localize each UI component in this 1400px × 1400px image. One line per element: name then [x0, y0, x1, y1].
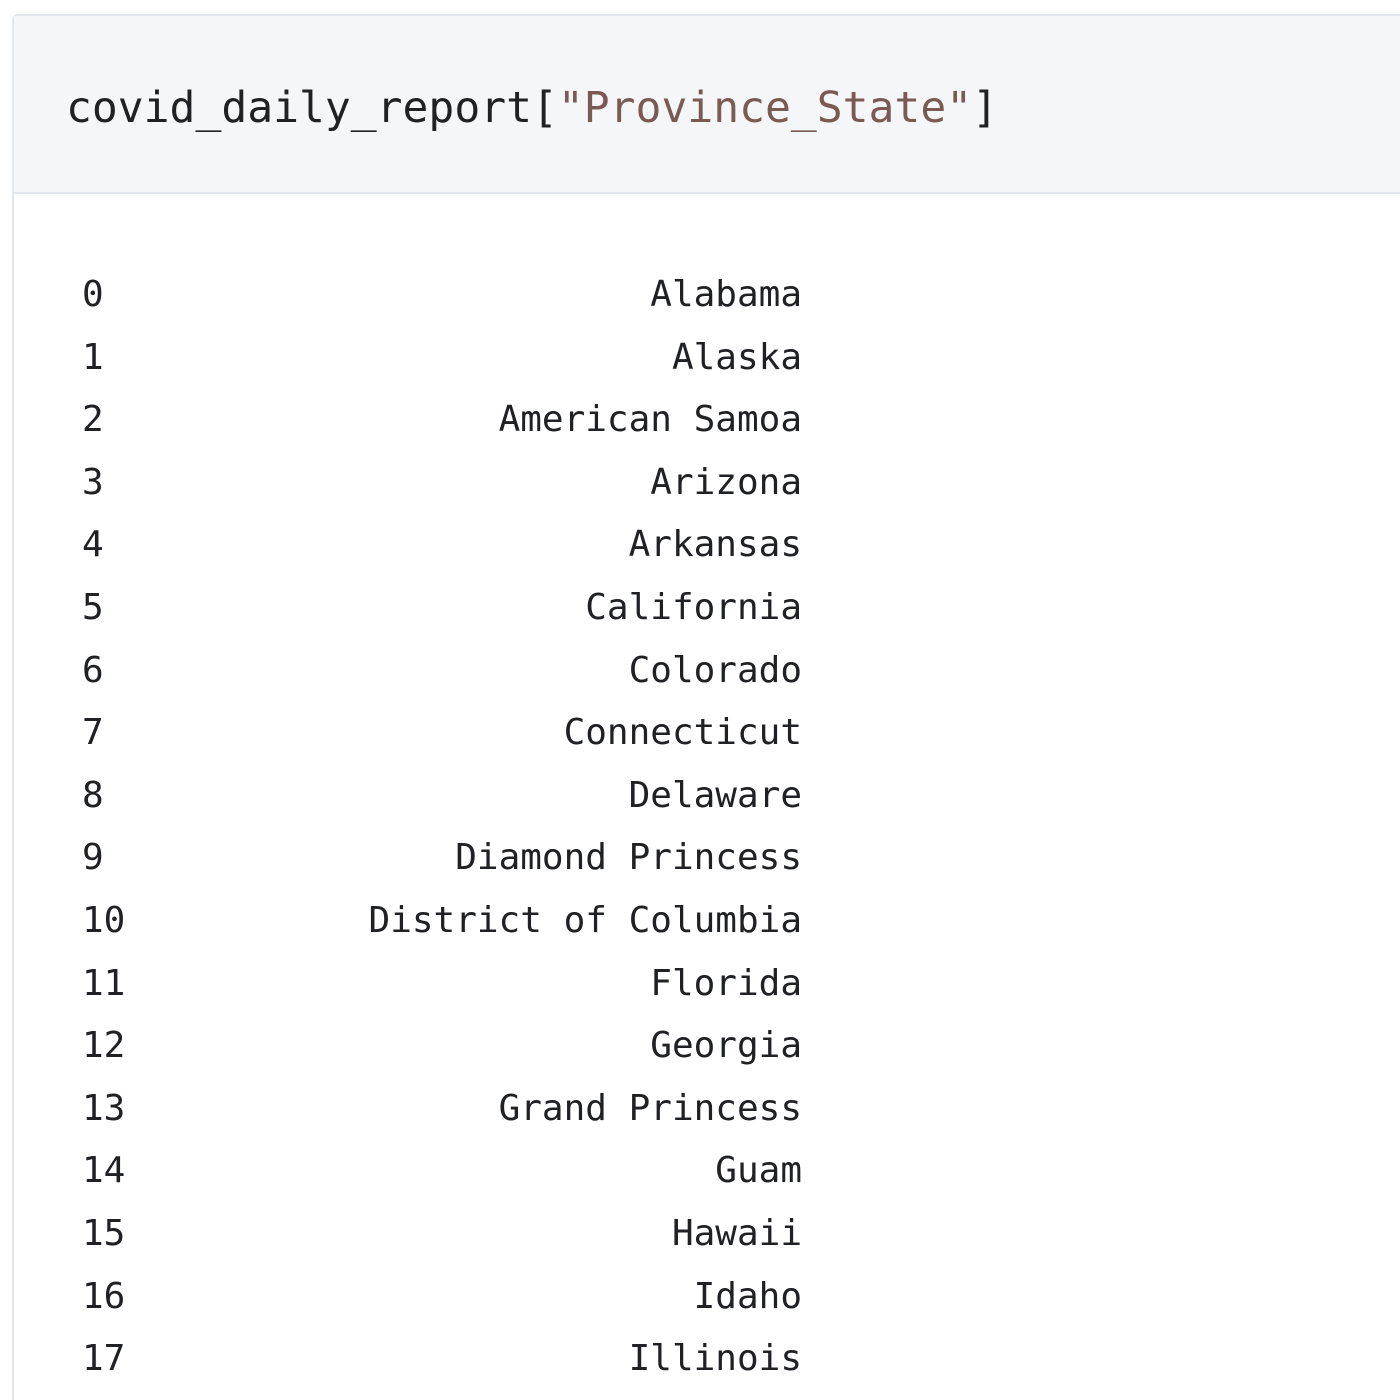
series-index: 15	[82, 1212, 126, 1254]
series-row: 13 Grand Princess	[82, 1078, 802, 1141]
code-line[interactable]: covid_daily_report["Province_State"]	[66, 82, 998, 134]
series-index: 12	[82, 1025, 126, 1067]
series-index: 17	[82, 1338, 126, 1380]
series-row: 16 Idaho	[82, 1266, 802, 1329]
series-index: 1	[82, 336, 104, 378]
series-index: 6	[82, 649, 104, 691]
code-close-bracket: ]	[972, 83, 998, 133]
series-value: Delaware	[628, 774, 802, 816]
series-value: Diamond Princess	[455, 837, 802, 879]
series-row: 0 Alabama	[82, 264, 802, 327]
series-row: 11 Florida	[82, 953, 802, 1016]
series-index: 5	[82, 586, 104, 628]
series-index: 3	[82, 461, 104, 503]
series-value: Connecticut	[563, 712, 802, 754]
series-value: Alaska	[671, 336, 802, 378]
series-index: 2	[82, 399, 104, 441]
series-value: Arizona	[650, 461, 802, 503]
series-value: Alabama	[650, 274, 802, 315]
code-input-area[interactable]: covid_daily_report["Province_State"]	[14, 16, 1400, 194]
series-value: Georgia	[650, 1025, 802, 1067]
series-value: Florida	[650, 962, 802, 1004]
series-index: 8	[82, 774, 104, 816]
series-row: 9 Diamond Princess	[82, 827, 802, 890]
series-value: District of Columbia	[368, 899, 802, 941]
code-variable: covid_daily_report	[66, 83, 532, 133]
series-output: 0 Alabama 1 Alaska 2 American Samoa 3 Arizona 4 A…	[82, 264, 802, 1391]
series-row: 4 Arkansas	[82, 514, 802, 577]
series-row: 1 Alaska	[82, 327, 802, 390]
series-value: Illinois	[628, 1338, 802, 1380]
series-value: Hawaii	[671, 1212, 802, 1254]
notebook-cell: covid_daily_report["Province_State"] 0 Al…	[12, 14, 1400, 1400]
series-row: 14 Guam	[82, 1140, 802, 1203]
series-index: 10	[82, 899, 126, 941]
series-index: 4	[82, 524, 104, 566]
series-index: 9	[82, 837, 104, 879]
code-string-literal: "Province_State"	[557, 83, 973, 133]
series-value: Grand Princess	[498, 1087, 802, 1129]
series-row: 3 Arizona	[82, 452, 802, 515]
series-value: Guam	[715, 1150, 802, 1192]
series-value: California	[585, 586, 802, 628]
cell-output-area: 0 Alabama 1 Alaska 2 American Samoa 3 Arizona 4 A…	[14, 194, 1400, 1400]
code-open-bracket: [	[532, 83, 558, 133]
series-row: 7 Connecticut	[82, 702, 802, 765]
series-index: 0	[82, 274, 104, 315]
series-row: 10 District of Columbia	[82, 890, 802, 953]
series-row: 8 Delaware	[82, 765, 802, 828]
series-value: Arkansas	[628, 524, 802, 566]
series-value: Idaho	[693, 1275, 802, 1317]
series-index: 14	[82, 1150, 126, 1192]
series-value: Colorado	[628, 649, 802, 691]
series-row: 5 California	[82, 577, 802, 640]
series-value: American Samoa	[498, 399, 802, 441]
series-index: 11	[82, 962, 126, 1004]
series-row: 2 American Samoa	[82, 389, 802, 452]
series-index: 7	[82, 712, 104, 754]
series-row: 6 Colorado	[82, 640, 802, 703]
series-index: 16	[82, 1275, 126, 1317]
series-row: 17 Illinois	[82, 1328, 802, 1391]
series-index: 13	[82, 1087, 126, 1129]
series-row: 15 Hawaii	[82, 1203, 802, 1266]
series-row: 12 Georgia	[82, 1015, 802, 1078]
